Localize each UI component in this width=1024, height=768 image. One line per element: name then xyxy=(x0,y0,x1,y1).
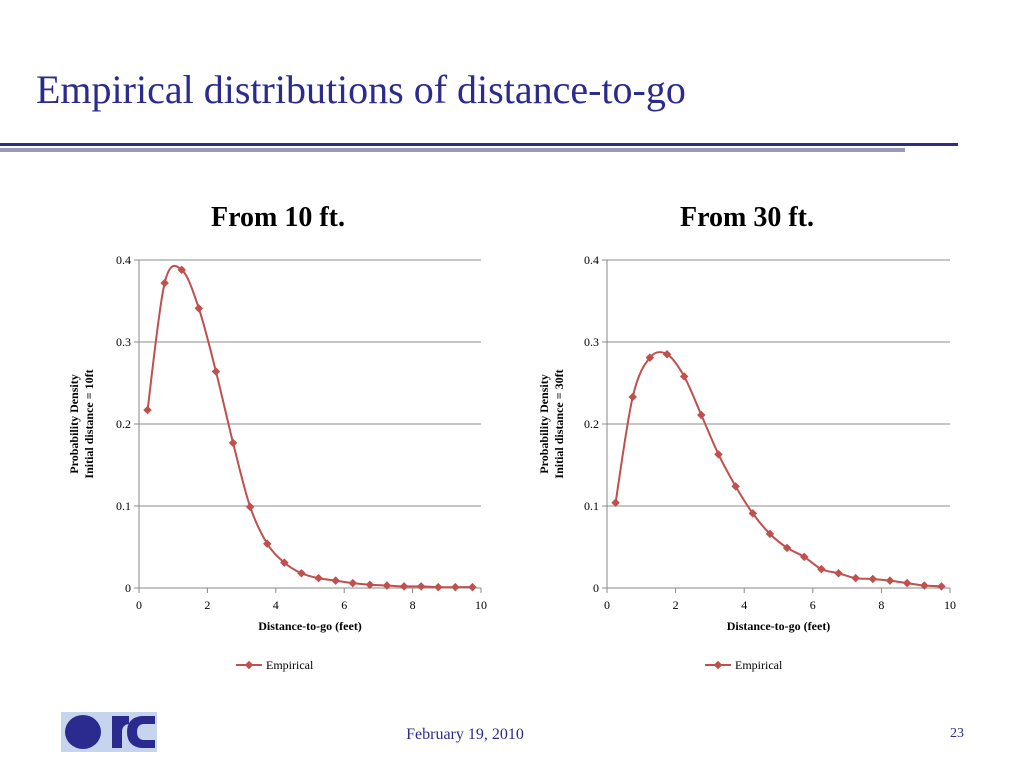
data-point-marker xyxy=(365,580,375,589)
x-tick-label: 8 xyxy=(410,598,416,612)
x-axis-label: Distance-to-go (feet) xyxy=(258,619,362,633)
y-axis-label-line1: Probability Density xyxy=(67,374,81,473)
y-tick-label: 0 xyxy=(125,581,131,595)
data-point-marker xyxy=(194,304,204,313)
x-tick-label: 4 xyxy=(273,598,279,612)
x-tick-label: 6 xyxy=(810,598,816,612)
chart-title-30ft: From 30 ft. xyxy=(680,202,814,233)
data-point-marker xyxy=(628,392,637,402)
data-point-marker xyxy=(834,568,843,578)
data-point-marker xyxy=(817,564,826,574)
data-point-marker xyxy=(611,498,620,507)
data-point-marker xyxy=(868,574,878,584)
data-point-marker xyxy=(297,568,306,578)
data-point-marker xyxy=(937,582,946,591)
data-point-marker xyxy=(434,582,443,592)
logo-r-shape xyxy=(112,716,129,748)
legend-label: Empirical xyxy=(735,658,783,672)
x-tick-label: 2 xyxy=(673,598,679,612)
x-tick-label: 8 xyxy=(878,598,884,612)
data-point-marker xyxy=(782,543,792,553)
data-point-marker xyxy=(399,582,409,591)
x-axis-label: Distance-to-go (feet) xyxy=(727,619,831,633)
data-point-marker xyxy=(645,353,655,362)
y-tick-label: 0.2 xyxy=(584,417,599,431)
slide-title: Empirical distributions of distance-to-g… xyxy=(36,67,686,112)
data-point-marker xyxy=(851,573,860,583)
data-point-marker xyxy=(160,278,169,288)
data-point-marker xyxy=(679,372,689,381)
y-tick-label: 0 xyxy=(593,581,599,595)
title-divider-dark xyxy=(0,143,958,146)
x-tick-label: 6 xyxy=(341,598,347,612)
data-point-marker xyxy=(263,539,272,548)
footer-date: February 19, 2010 xyxy=(406,726,524,743)
y-tick-label: 0.3 xyxy=(116,335,131,349)
data-point-marker xyxy=(416,582,426,591)
data-point-marker xyxy=(177,265,186,275)
series-line-empirical xyxy=(146,264,473,589)
data-point-marker xyxy=(748,509,758,518)
y-axis-label-line2: Initial distance = 10ft xyxy=(82,369,96,478)
y-axis-label: Probability Density Initial distance = 30… xyxy=(537,369,566,478)
x-tick-label: 0 xyxy=(136,598,142,612)
data-point-marker xyxy=(765,529,775,539)
y-tick-label: 0.2 xyxy=(116,417,131,431)
chart-title-10ft: From 10 ft. xyxy=(211,202,345,233)
x-tick-label: 10 xyxy=(944,598,956,612)
data-point-marker xyxy=(885,576,895,585)
data-point-marker xyxy=(143,405,152,415)
data-point-marker xyxy=(348,578,357,588)
slide-number: 23 xyxy=(950,726,964,741)
data-point-marker xyxy=(331,576,340,585)
x-tick-label: 10 xyxy=(475,598,487,612)
y-axis-label-line2: Initial distance = 30ft xyxy=(552,369,566,478)
data-point-marker xyxy=(662,350,672,359)
data-point-marker xyxy=(714,450,723,459)
y-axis-label: Probability Density Initial distance = 10… xyxy=(67,369,96,478)
y-tick-label: 0.1 xyxy=(584,499,599,513)
data-point-marker xyxy=(902,578,912,588)
data-point-marker xyxy=(280,558,289,567)
data-point-marker xyxy=(211,367,221,376)
x-tick-label: 0 xyxy=(604,598,610,612)
company-logo xyxy=(61,712,157,752)
y-axis-label-line1: Probability Density xyxy=(537,374,551,473)
series-line-empirical xyxy=(614,351,942,588)
data-point-marker xyxy=(799,552,809,562)
logo-circle xyxy=(65,715,101,749)
x-tick-label: 2 xyxy=(204,598,210,612)
data-point-marker xyxy=(697,410,706,420)
legend-marker xyxy=(244,660,254,670)
title-divider xyxy=(0,143,958,152)
data-point-marker xyxy=(228,438,238,448)
x-tick-label: 4 xyxy=(741,598,747,612)
data-point-marker xyxy=(920,581,929,590)
y-tick-label: 0.4 xyxy=(584,253,599,267)
data-point-marker xyxy=(382,581,392,590)
data-point-marker xyxy=(468,582,477,592)
y-tick-label: 0.4 xyxy=(116,253,131,267)
title-divider-light xyxy=(0,148,905,152)
data-point-marker xyxy=(731,482,740,491)
y-tick-label: 0.3 xyxy=(584,335,599,349)
y-tick-label: 0.1 xyxy=(116,499,131,513)
logo-c-shape xyxy=(127,716,155,748)
data-point-marker xyxy=(314,573,323,583)
data-point-marker xyxy=(451,582,460,592)
legend-marker xyxy=(713,660,723,670)
legend-label: Empirical xyxy=(266,658,314,672)
data-point-marker xyxy=(245,502,255,512)
